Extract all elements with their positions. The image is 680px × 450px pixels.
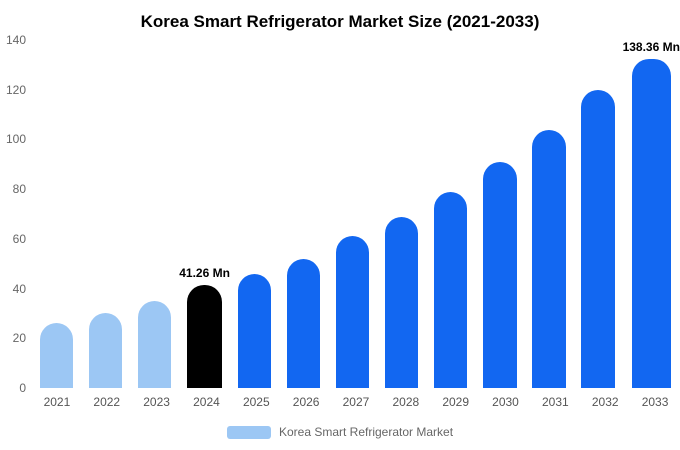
y-tick-label: 100 [5,132,26,147]
bar-slot [573,40,622,388]
y-tick-label: 20 [12,331,26,346]
bar-slot [279,40,328,388]
bar-slot [32,40,81,388]
bar-2024 [187,285,222,388]
x-tick-label: 2029 [442,395,470,409]
x-tick-label: 2021 [43,395,71,409]
bar-2030 [483,161,517,388]
x-tick-label: 2022 [93,395,121,409]
bar-2028 [385,216,419,388]
bar-2032 [581,89,615,388]
bar-slot [475,40,524,388]
x-tick-label: 2028 [392,395,420,409]
bar-slot [230,40,279,388]
bar-slot [328,40,377,388]
x-tick-label: 2033 [641,395,669,409]
legend-swatch [226,425,271,439]
x-tick-label: 2026 [292,395,320,409]
bar-slot [426,40,475,388]
legend-label: Korea Smart Refrigerator Market [278,425,454,439]
bar-2029 [434,191,468,388]
bar-slot [81,40,130,388]
bar-2033 [631,59,671,388]
plot-area: 41.26 Mn 138.36 Mn [32,40,680,388]
bar-value-label: 138.36 Mn [622,40,680,54]
bar-2025 [237,273,272,388]
bar-value-label: 41.26 Mn [179,266,230,281]
y-tick-label: 140 [5,33,26,47]
chart-body: 0 20 40 60 80 100 120 140 41.26 Mn 138.36 Mn 202… [0,34,680,409]
y-axis: 0 20 40 60 80 100 120 140 [0,34,32,394]
x-tick-label: 2023 [143,395,170,409]
x-tick-label: 2031 [542,395,569,409]
bar-2026 [286,258,321,388]
x-axis: 2021 2022 2023 2024 2025 2026 2027 2028 2029 2030… [32,388,680,409]
x-tick-label: 2030 [492,395,519,409]
bar-2022 [88,313,123,388]
x-tick-label: 2024 [193,395,220,409]
x-tick-label: 2025 [242,395,270,409]
bar-2031 [532,129,566,388]
bar-slot [377,40,426,388]
legend: Korea Smart Refrigerator Market [0,425,680,439]
bar-slot: 41.26 Mn [179,40,230,388]
y-tick-label: 0 [19,381,26,395]
x-tick-label: 2032 [591,395,619,409]
y-tick-label: 80 [12,182,26,197]
bar-2023 [138,301,172,388]
bar-slot [130,40,179,388]
bar-slot [524,40,573,388]
x-tick-label: 2027 [342,395,370,409]
bar-2027 [335,236,370,388]
plot-main: 41.26 Mn 138.36 Mn 2021 2022 2023 2024 2025 20… [32,40,680,409]
bar-2021 [39,323,74,388]
y-tick-label: 40 [12,281,26,296]
chart-title: Korea Smart Refrigerator Market Size (20… [140,12,540,31]
y-tick-label: 120 [5,82,26,97]
bar-slot: 138.36 Mn [623,40,680,388]
y-tick-label: 60 [12,231,26,246]
